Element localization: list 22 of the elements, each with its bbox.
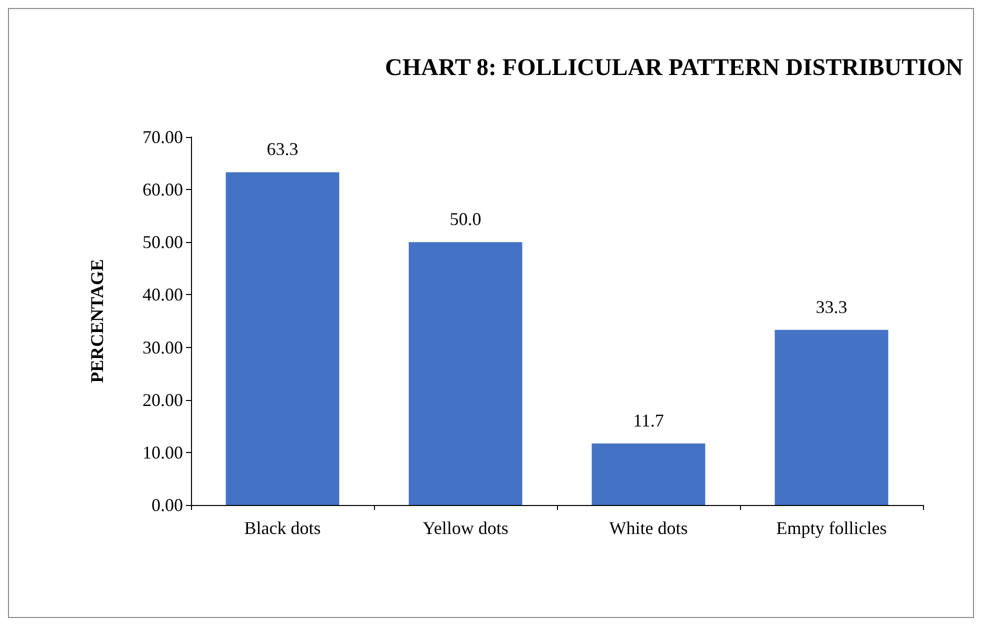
x-tick-label: Black dots <box>244 518 321 538</box>
data-label: 63.3 <box>266 139 298 160</box>
y-tick-label: 0.00 <box>152 495 183 515</box>
x-tick-label: Empty follicles <box>776 518 887 538</box>
x-tick-label: Yellow dots <box>422 518 508 538</box>
bar <box>226 172 340 505</box>
y-axis-title: PERCENTAGE <box>87 259 107 383</box>
bar <box>592 443 706 505</box>
y-tick-label: 50.00 <box>142 232 183 252</box>
chart-title: CHART 8: FOLLICULAR PATTERN DISTRIBUTION <box>385 55 964 81</box>
data-label: 50.0 <box>450 209 482 230</box>
y-tick-label: 20.00 <box>142 390 183 410</box>
y-tick-label: 70.00 <box>142 127 183 147</box>
x-tick-label: White dots <box>609 518 688 538</box>
bar <box>408 242 522 505</box>
data-label: 11.7 <box>633 410 664 430</box>
y-tick-label: 30.00 <box>142 337 183 358</box>
y-tick-label: 10.00 <box>142 442 183 462</box>
y-tick-label: 60.00 <box>142 180 183 200</box>
data-label: 33.3 <box>816 296 848 317</box>
bar <box>774 330 888 505</box>
y-tick-label: 40.00 <box>142 284 183 305</box>
